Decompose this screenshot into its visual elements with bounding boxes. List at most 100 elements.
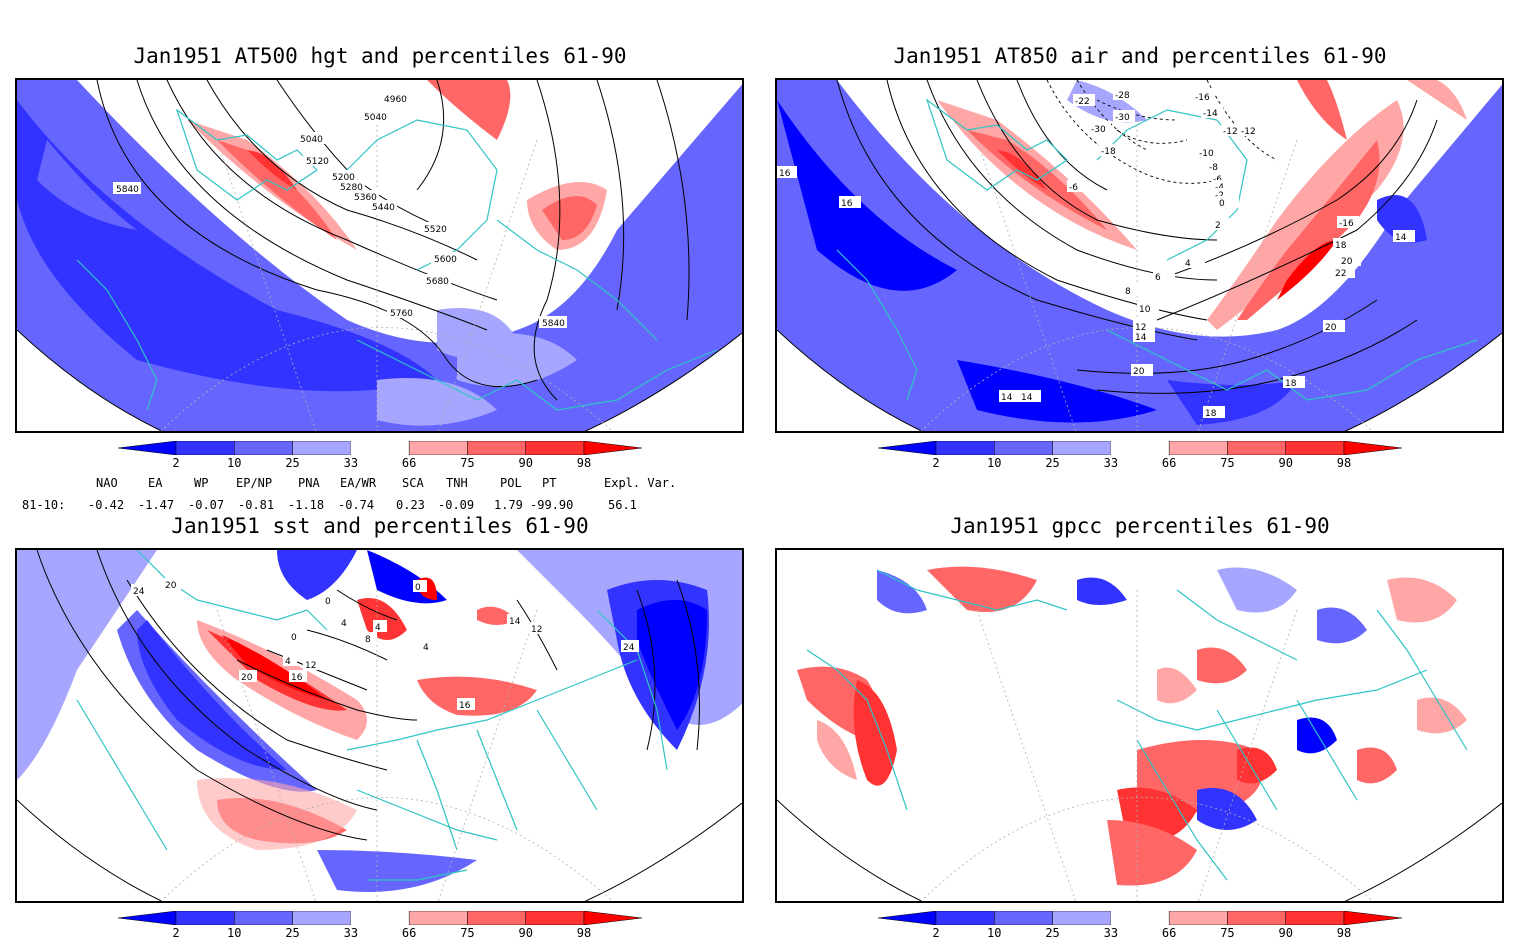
colorbar-tick-label: 98 xyxy=(576,926,592,940)
colorbar-tick-label: 98 xyxy=(1336,456,1352,470)
colorbar-tick-label: 25 xyxy=(1045,456,1060,470)
svg-text:14: 14 xyxy=(1135,333,1147,343)
colorbar-tick-label: 25 xyxy=(285,926,300,940)
colorbar-tick-label: 90 xyxy=(518,456,533,470)
colorbar-arrow-low xyxy=(877,440,937,456)
index-value: 0.23 xyxy=(396,498,425,512)
svg-text:20: 20 xyxy=(165,581,177,591)
svg-text:4: 4 xyxy=(285,657,291,667)
index-header: POL xyxy=(500,476,522,490)
index-value: -0.74 xyxy=(338,498,375,512)
colorbar-tick-label: 98 xyxy=(576,456,592,470)
colorbar-svg xyxy=(117,910,643,926)
colorbar-segment xyxy=(525,440,585,456)
svg-text:14: 14 xyxy=(1395,233,1407,243)
colorbar-tick-label: 33 xyxy=(343,926,359,940)
svg-text:24: 24 xyxy=(133,587,145,597)
index-header: EA/WR xyxy=(340,476,377,490)
colorbar-segment xyxy=(1052,440,1112,456)
colorbar-tick-label: 66 xyxy=(1161,926,1177,940)
svg-text:18: 18 xyxy=(1335,241,1347,251)
colorbar-tick-label: 2 xyxy=(172,456,180,470)
clabel: 5040 xyxy=(364,113,387,123)
clabel: 5840 xyxy=(116,185,139,195)
svg-text:10: 10 xyxy=(1139,305,1151,315)
colorbar-tick-label: 25 xyxy=(285,456,300,470)
colorbar-segment xyxy=(1227,910,1286,926)
colorbar-tick-label: 10 xyxy=(227,926,242,940)
svg-text:12: 12 xyxy=(1135,323,1146,333)
colorbar-svg xyxy=(117,440,643,456)
svg-text:0: 0 xyxy=(325,597,331,607)
svg-text:-30: -30 xyxy=(1091,125,1106,135)
map-panel-sst: 24 20 0 0 4 8 4 0 4 12 16 20 4 16 12 24 … xyxy=(15,548,744,903)
colorbar-tick-label: 75 xyxy=(1220,926,1235,940)
colorbar-segment xyxy=(994,440,1053,456)
index-header: SCA xyxy=(402,476,424,490)
colorbar-tick-label: 90 xyxy=(1278,926,1293,940)
clabel: 5760 xyxy=(390,309,413,319)
colorbar-arrow-low xyxy=(877,910,937,926)
colorbar-tick-label: 2 xyxy=(172,926,180,940)
svg-text:-16: -16 xyxy=(1195,93,1210,103)
clabel: 5200 xyxy=(332,173,355,183)
svg-text:14: 14 xyxy=(1001,393,1013,403)
svg-text:14: 14 xyxy=(509,617,521,627)
colorbar-segment xyxy=(1110,441,1170,455)
colorbar-bottom-right: 2 10 25 33 66 75 90 98 xyxy=(877,910,1403,940)
map-sst: 24 20 0 0 4 8 4 0 4 12 16 20 4 16 12 24 … xyxy=(17,550,742,901)
svg-text:20: 20 xyxy=(241,673,253,683)
colorbar-segment xyxy=(175,910,235,926)
colorbar-arrow-low xyxy=(117,440,177,456)
colorbar-arrow-low xyxy=(117,910,177,926)
colorbar-segment xyxy=(1110,911,1170,925)
coastlines-air xyxy=(836,98,1478,401)
clabel: 5520 xyxy=(424,225,447,235)
map-air: -22 -28 -30 -16 -14 -12 -10 -8 -6 -4 -2 … xyxy=(777,80,1502,431)
colorbar-tick-label: 10 xyxy=(987,926,1002,940)
colorbar-segment xyxy=(1285,440,1345,456)
colorbar-top-left: 2 10 25 33 66 75 90 98 xyxy=(117,440,643,470)
svg-text:20: 20 xyxy=(1133,367,1145,377)
air-contours xyxy=(836,80,1438,394)
clabel: 5360 xyxy=(354,193,377,203)
hgt-contours xyxy=(96,80,690,401)
svg-text:4: 4 xyxy=(1185,259,1191,269)
svg-text:-8: -8 xyxy=(1209,163,1218,173)
colorbar-tick-label: 75 xyxy=(1220,456,1235,470)
panel-title-sst: Jan1951 sst and percentiles 61-90 xyxy=(171,514,589,538)
svg-text:-28: -28 xyxy=(1115,91,1130,101)
colorbar-segment xyxy=(1052,910,1112,926)
colorbar-segment xyxy=(467,910,526,926)
svg-text:6: 6 xyxy=(1155,273,1161,283)
svg-text:-12: -12 xyxy=(1223,127,1238,137)
colorbar-segment xyxy=(350,441,410,455)
colorbar-arrow-high xyxy=(583,910,643,926)
svg-text:16: 16 xyxy=(459,701,471,711)
colorbar-tick-label: 33 xyxy=(1103,926,1119,940)
clabel: 4960 xyxy=(384,95,407,105)
colorbar-tick-label: 66 xyxy=(401,926,417,940)
colorbar-segment xyxy=(408,910,468,926)
svg-text:20: 20 xyxy=(1325,323,1337,333)
map-panel-gpcc xyxy=(775,548,1504,903)
svg-text:12: 12 xyxy=(531,625,542,635)
index-header: WP xyxy=(194,476,209,490)
index-header: EP/NP xyxy=(236,476,273,490)
svg-text:2: 2 xyxy=(1215,221,1221,231)
colorbar-segment xyxy=(935,910,995,926)
svg-text:18: 18 xyxy=(1285,379,1297,389)
svg-text:0: 0 xyxy=(1219,199,1225,209)
colorbar-segment xyxy=(994,910,1053,926)
hgt-contour-labels: 4960 5040 5040 5120 5200 5280 5360 5440 … xyxy=(113,92,567,329)
svg-text:4: 4 xyxy=(341,619,347,629)
colorbar-svg xyxy=(877,440,1403,456)
svg-text:24: 24 xyxy=(623,643,635,653)
map-panel-hgt: 4960 5040 5040 5120 5200 5280 5360 5440 … xyxy=(15,78,744,433)
clabel: 5280 xyxy=(340,183,363,193)
clabel: 5120 xyxy=(306,157,329,167)
index-value: -0.42 xyxy=(88,498,125,512)
colorbar-segment xyxy=(525,910,585,926)
svg-text:-6: -6 xyxy=(1069,183,1078,193)
colorbar-segment xyxy=(350,911,410,925)
